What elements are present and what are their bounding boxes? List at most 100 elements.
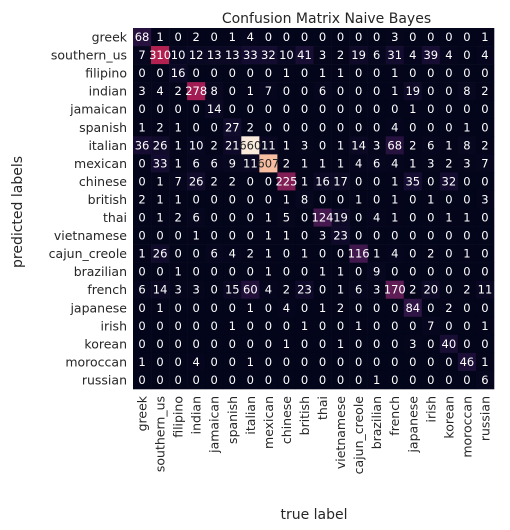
heatmap-cell bbox=[223, 244, 242, 263]
cell-value-label: 0 bbox=[301, 102, 308, 116]
heatmap-cell bbox=[331, 136, 350, 155]
heatmap-cell bbox=[367, 118, 386, 137]
cell-value-label: 124 bbox=[312, 211, 334, 225]
heatmap-cell bbox=[385, 226, 405, 245]
heatmap-cell bbox=[241, 172, 260, 191]
heatmap-cell bbox=[421, 28, 441, 47]
heatmap-cell bbox=[295, 100, 314, 119]
cell-value-label: 10 bbox=[279, 48, 294, 62]
cell-value-label: 1 bbox=[463, 247, 470, 261]
heatmap-cell bbox=[133, 334, 152, 354]
cell-value-label: 1 bbox=[247, 301, 254, 315]
heatmap-cell bbox=[205, 136, 224, 155]
heatmap-cell bbox=[241, 208, 260, 227]
cell-value-label: 0 bbox=[409, 192, 416, 206]
cell-value-label: 1 bbox=[174, 156, 181, 170]
heatmap-cell bbox=[151, 172, 170, 191]
heatmap-cell bbox=[331, 298, 350, 318]
cell-value-label: 10 bbox=[171, 48, 186, 62]
cell-value-label: 0 bbox=[156, 102, 163, 116]
cell-value-label: 32 bbox=[442, 174, 457, 188]
cell-value-label: 0 bbox=[319, 120, 326, 134]
heatmap-cell bbox=[475, 190, 495, 209]
cell-value-label: 0 bbox=[265, 192, 272, 206]
heatmap-cell bbox=[349, 118, 368, 137]
heatmap-cell bbox=[187, 190, 206, 209]
heatmap-cell bbox=[241, 64, 260, 83]
heatmap-cell bbox=[151, 100, 170, 119]
heatmap-cell bbox=[133, 352, 152, 372]
x-axis-title: true label bbox=[280, 507, 347, 523]
heatmap-cell bbox=[367, 244, 386, 263]
cell-value-label: 0 bbox=[445, 66, 452, 80]
heatmap-cell bbox=[133, 244, 152, 263]
cell-value-label: 1 bbox=[156, 192, 163, 206]
heatmap-cell bbox=[475, 154, 495, 173]
heatmap-cell bbox=[421, 298, 441, 318]
heatmap-cell bbox=[385, 190, 405, 209]
heatmap-cell bbox=[295, 262, 314, 281]
heatmap-cell bbox=[331, 370, 350, 390]
heatmap-cell bbox=[223, 370, 242, 390]
cell-value-label: 0 bbox=[174, 319, 181, 333]
cell-value-label: 0 bbox=[138, 66, 145, 80]
heatmap-cell bbox=[313, 100, 332, 119]
heatmap-cell bbox=[241, 136, 260, 155]
cell-value-label: 0 bbox=[138, 102, 145, 116]
heatmap-cell bbox=[295, 118, 314, 137]
heatmap-cell bbox=[313, 298, 332, 318]
cell-value-label: 2 bbox=[193, 30, 200, 44]
cell-value-label: 0 bbox=[138, 211, 145, 225]
cell-value-label: 0 bbox=[156, 229, 163, 243]
heatmap-cell bbox=[205, 334, 224, 354]
x-tick-label: mexican bbox=[261, 396, 276, 449]
heatmap-cell bbox=[313, 172, 332, 191]
heatmap-cell bbox=[187, 28, 206, 47]
cell-value-label: 0 bbox=[427, 265, 434, 279]
heatmap-cell bbox=[277, 82, 296, 101]
cell-value-label: 0 bbox=[445, 355, 452, 369]
heatmap-cell bbox=[313, 136, 332, 155]
cell-value-label: 1 bbox=[481, 355, 488, 369]
cell-value-label: 2 bbox=[409, 283, 416, 297]
heatmap-cell bbox=[475, 28, 495, 47]
heatmap-cell bbox=[223, 28, 242, 47]
cell-value-label: 0 bbox=[391, 373, 398, 387]
heatmap-cell bbox=[241, 298, 260, 318]
heatmap-cell bbox=[277, 190, 296, 209]
cell-value-label: 14 bbox=[207, 102, 222, 116]
cell-value-label: 2 bbox=[211, 174, 218, 188]
heatmap-cell bbox=[349, 334, 368, 354]
heatmap-cell bbox=[349, 316, 368, 336]
heatmap-cell bbox=[295, 298, 314, 318]
heatmap-cell bbox=[421, 226, 441, 245]
cell-value-label: 0 bbox=[193, 301, 200, 315]
cell-value-label: 6 bbox=[427, 138, 434, 152]
cell-value-label: 0 bbox=[301, 84, 308, 98]
cell-value-label: 15 bbox=[225, 283, 240, 297]
heatmap-cell bbox=[475, 172, 495, 191]
cell-value-label: 0 bbox=[373, 229, 380, 243]
cell-value-label: 116 bbox=[348, 247, 370, 261]
heatmap-cell bbox=[385, 154, 405, 173]
heatmap-cell bbox=[151, 334, 170, 354]
cell-value-label: 0 bbox=[301, 211, 308, 225]
cell-value-label: 0 bbox=[283, 120, 290, 134]
cell-value-label: 0 bbox=[229, 265, 236, 279]
heatmap-cell bbox=[475, 100, 495, 119]
cell-value-label: 35 bbox=[405, 174, 420, 188]
cell-value-label: 6 bbox=[373, 48, 380, 62]
cell-value-label: 1 bbox=[156, 174, 163, 188]
cell-value-label: 40 bbox=[442, 337, 457, 351]
cell-value-label: 0 bbox=[445, 84, 452, 98]
cell-value-label: 6 bbox=[211, 156, 218, 170]
cell-value-label: 4 bbox=[247, 30, 254, 44]
cell-value-label: 0 bbox=[265, 174, 272, 188]
heatmap-cell bbox=[205, 226, 224, 245]
cell-value-label: 4 bbox=[409, 48, 416, 62]
heatmap-cell bbox=[421, 352, 441, 372]
cell-value-label: 19 bbox=[351, 48, 366, 62]
heatmap-cell bbox=[223, 118, 242, 137]
cell-value-label: 0 bbox=[409, 30, 416, 44]
heatmap-cell bbox=[331, 316, 350, 336]
